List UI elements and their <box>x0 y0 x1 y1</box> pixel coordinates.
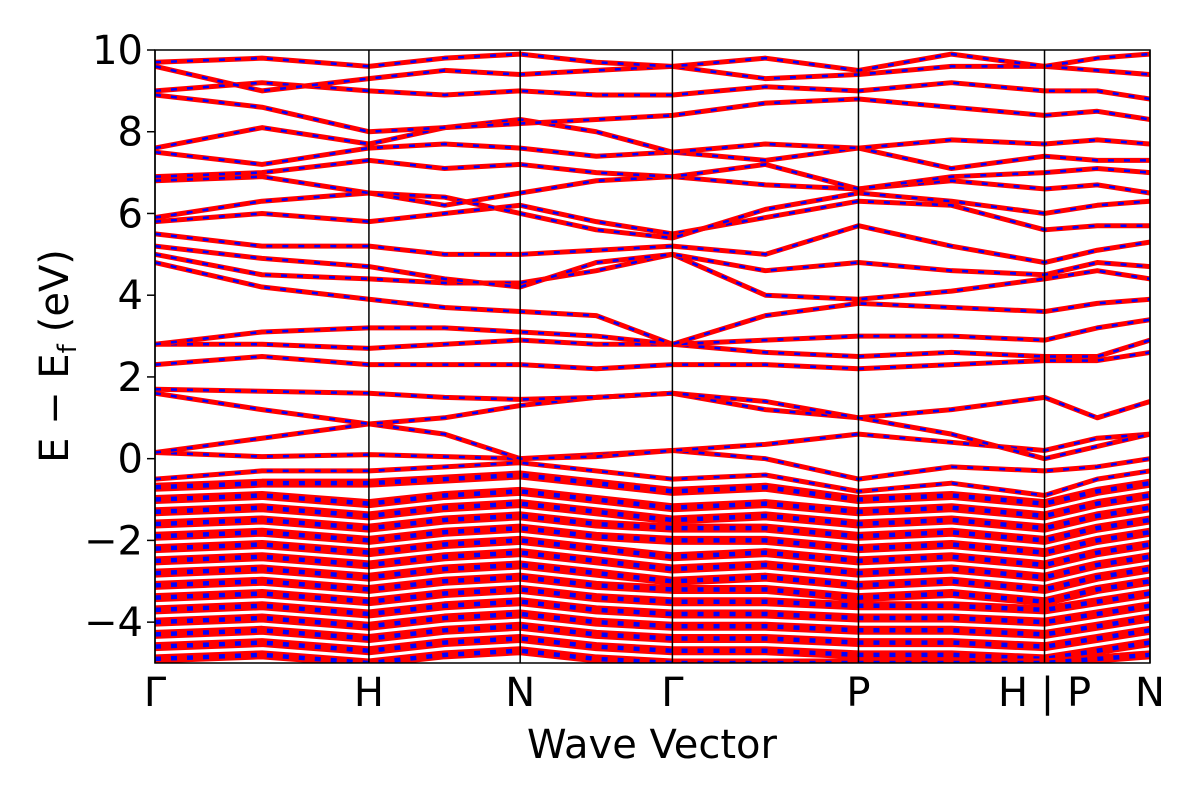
band-line-dash <box>155 392 1150 426</box>
y-tick-label: 8 <box>118 110 143 156</box>
y-tick-label: 10 <box>92 28 143 74</box>
y-tick-label: 2 <box>118 355 143 401</box>
y-axis-label-main: E − E <box>32 353 78 463</box>
x-tick-label: H <box>354 670 384 716</box>
x-tick-label: P <box>846 670 870 716</box>
x-tick-label: Γ <box>144 670 167 716</box>
y-axis-label: E − Ef (eV) <box>32 249 83 463</box>
y-tick-label: −2 <box>84 518 143 564</box>
x-axis-label: Wave Vector <box>527 722 778 768</box>
band-line-dash <box>155 387 1150 460</box>
axes: Γ H N Γ P H | P N −4 −2 0 2 4 6 8 10 <box>84 28 1165 716</box>
y-axis-label-sub: f <box>53 343 83 353</box>
y-tick-label: 4 <box>118 273 143 319</box>
band-line <box>155 317 1150 347</box>
y-tick-label: 6 <box>118 191 143 237</box>
x-tick-label: N <box>505 670 535 716</box>
x-tick-label: Γ <box>661 670 684 716</box>
band-line <box>155 116 1150 155</box>
y-tick-label: −4 <box>84 600 143 646</box>
bands <box>155 51 1150 663</box>
y-axis-label-unit: (eV) <box>32 249 78 332</box>
plot-frame <box>154 49 1151 664</box>
x-tick-label: H | P <box>998 670 1091 716</box>
band-line <box>155 92 1150 135</box>
y-tick-label: 0 <box>118 437 143 483</box>
band-line <box>155 390 1150 427</box>
x-tick-label: N <box>1135 670 1165 716</box>
band-line <box>155 174 1150 208</box>
